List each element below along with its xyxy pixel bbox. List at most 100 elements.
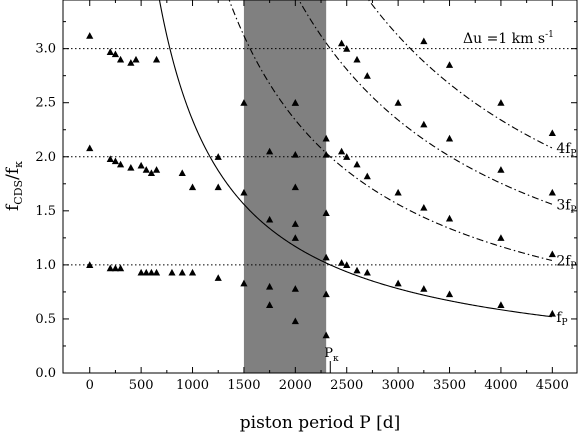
data-point xyxy=(353,160,361,168)
data-point xyxy=(497,166,505,173)
data-point xyxy=(152,55,161,63)
data-point xyxy=(106,155,114,162)
data-point xyxy=(132,55,140,63)
curve-labels: fP 2fP 3fP 4fP xyxy=(556,141,576,328)
data-point xyxy=(337,39,346,47)
data-point xyxy=(291,183,299,191)
curve-label-4fp: 4fP xyxy=(556,141,576,159)
data-point xyxy=(337,147,346,155)
data-point xyxy=(343,261,351,268)
data-point xyxy=(394,188,402,196)
data-point xyxy=(291,317,299,325)
data-point xyxy=(127,163,135,171)
theory-curves xyxy=(158,0,553,318)
data-point xyxy=(178,169,186,177)
data-point xyxy=(291,151,299,158)
y-tick-label: 0.0 xyxy=(35,366,56,381)
data-point xyxy=(111,50,120,58)
data-point xyxy=(548,188,556,196)
y-tick-label: 2.0 xyxy=(35,150,56,165)
data-point xyxy=(142,268,150,276)
curve-label-1fp: fP xyxy=(556,310,567,328)
x-tick-label: 500 xyxy=(129,378,154,393)
data-point xyxy=(445,134,454,142)
data-point xyxy=(322,134,330,142)
x-tick-label: 1000 xyxy=(176,378,209,393)
data-point xyxy=(322,209,330,217)
x-tick-label: 1500 xyxy=(227,378,260,393)
data-point xyxy=(445,214,454,222)
data-points xyxy=(86,32,556,339)
y-tick-label: 2.5 xyxy=(35,96,56,111)
data-point xyxy=(420,285,428,292)
data-point xyxy=(497,301,505,308)
data-point xyxy=(188,268,197,276)
data-point xyxy=(497,234,505,241)
data-point xyxy=(343,45,351,52)
shaded-band xyxy=(243,0,327,373)
plot-frame xyxy=(62,0,578,374)
curve-label-3fp: 3fP xyxy=(556,197,576,215)
data-point xyxy=(497,99,505,106)
data-point xyxy=(147,169,156,177)
x-tick-label: 3000 xyxy=(382,378,415,393)
data-point xyxy=(420,120,428,128)
data-point xyxy=(137,161,145,169)
data-point xyxy=(420,203,428,211)
curve-3fp xyxy=(298,0,553,205)
data-point xyxy=(86,32,94,39)
data-point xyxy=(266,215,274,223)
x-tick-label: 2000 xyxy=(279,378,312,393)
data-point xyxy=(548,129,556,137)
data-point xyxy=(168,268,176,276)
data-point xyxy=(214,274,222,281)
x-tick-label: 4500 xyxy=(536,378,569,393)
data-point xyxy=(127,59,135,66)
data-point xyxy=(152,268,161,276)
curve-label-2fp: 2fP xyxy=(556,254,576,272)
curve-4fp xyxy=(367,0,553,149)
data-point xyxy=(111,157,120,165)
data-point xyxy=(322,253,330,261)
y-tick-label: 1.0 xyxy=(35,258,56,273)
data-point xyxy=(548,250,556,258)
p-kappa-label: Pκ xyxy=(324,346,339,364)
data-point xyxy=(322,290,330,298)
data-point xyxy=(291,234,299,241)
data-point xyxy=(116,55,125,63)
y-tick-label: 1.5 xyxy=(35,204,56,219)
data-point xyxy=(240,99,248,106)
data-point xyxy=(363,172,371,180)
data-point xyxy=(266,147,274,155)
data-point xyxy=(116,160,125,168)
data-point xyxy=(147,268,156,276)
data-point xyxy=(152,166,161,173)
data-point xyxy=(240,279,248,287)
x-tick-label: 2500 xyxy=(330,378,363,393)
data-point xyxy=(142,166,150,173)
data-point xyxy=(343,153,351,160)
data-point xyxy=(291,220,299,227)
data-point xyxy=(86,144,94,152)
axes: 0 500 1000 1500 2000 2500 3000 3500 4000 4500 0.0 0… xyxy=(35,0,578,393)
data-point xyxy=(337,259,346,266)
data-point xyxy=(394,99,402,106)
data-point xyxy=(266,282,274,290)
data-point xyxy=(353,55,361,63)
data-point xyxy=(106,48,114,55)
data-point xyxy=(116,264,125,272)
shaded-band-rect xyxy=(243,0,327,373)
data-point xyxy=(214,183,222,191)
data-point xyxy=(322,331,330,339)
curve-2fp xyxy=(228,0,553,261)
reference-lines xyxy=(63,48,577,266)
data-point xyxy=(137,268,145,276)
x-tick-label: 4000 xyxy=(484,378,517,393)
data-point xyxy=(445,290,454,298)
data-point xyxy=(214,153,222,160)
curve-1fp xyxy=(158,0,552,318)
data-point xyxy=(240,188,248,196)
data-point xyxy=(86,261,94,268)
y-axis-label: fCDS/fκ xyxy=(3,161,25,211)
